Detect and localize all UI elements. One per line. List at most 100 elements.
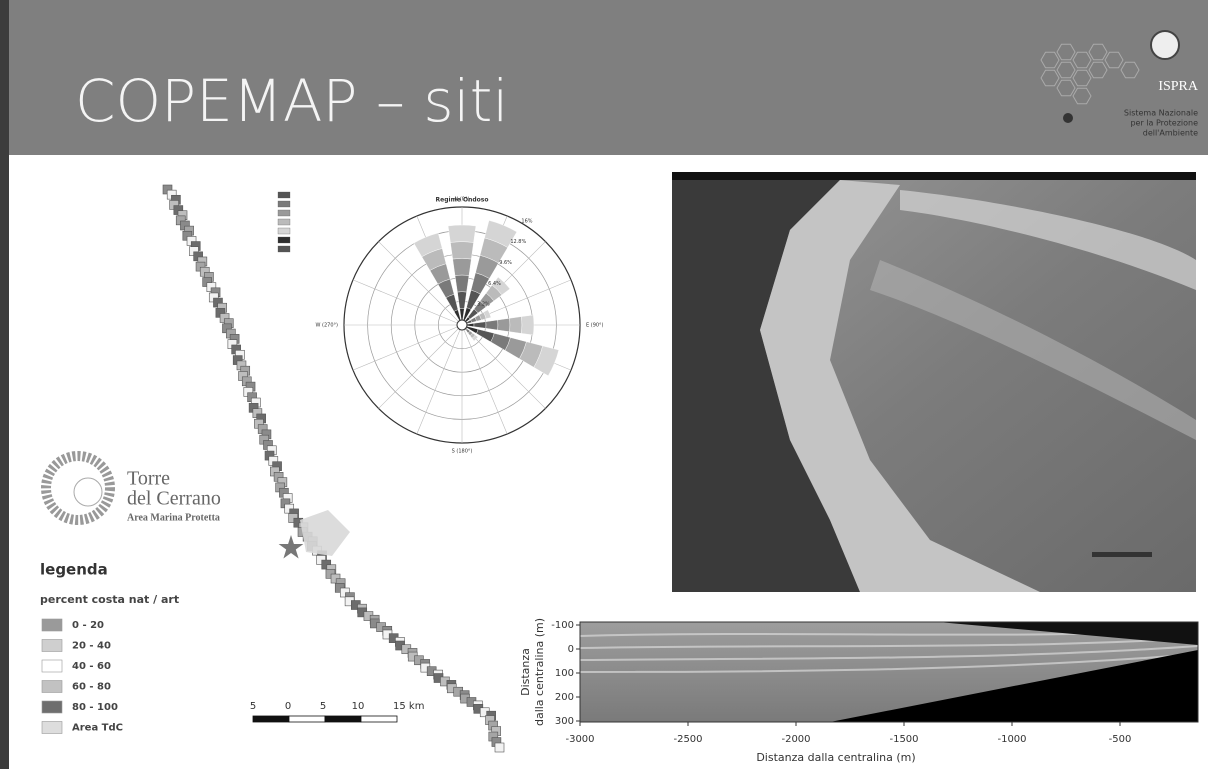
legend-swatch [41,680,63,693]
logo-line: per la Protezione [1130,119,1198,128]
rose-petal [521,314,535,336]
legend-label: 80 - 100 [72,702,118,713]
photo-beach [760,180,1040,592]
logo-hexagon [1104,51,1124,69]
tdc-logo-text: Torre [127,468,170,490]
rose-ring-label: 16% [521,218,532,224]
photo-boat [1092,552,1152,557]
rose-legend-swatch [277,236,291,244]
y-tick-label: 0 [568,644,574,655]
tdc-logo-text: Area Marina Protetta [127,512,220,523]
scale-label: 15 km [393,701,424,712]
y-tick-label: 300 [555,716,574,727]
rose-legend-swatch [277,200,291,208]
logo-hexagon [1072,87,1092,105]
rose-petal [509,316,523,334]
legend-swatch [41,659,63,673]
y-axis-label: Distanza [519,648,532,696]
profile-mask [938,622,1198,645]
profile-mask [830,650,1198,722]
logo-name: ISPRA [1158,79,1199,94]
scale-label: 10 [352,701,365,712]
logo-line: Sistema Nazionale [1124,109,1198,118]
rose-legend-swatch [277,227,291,235]
logo-emblem [1150,30,1180,60]
scale-label: 0 [285,701,291,712]
rose-direction: S (180°) [452,449,473,455]
x-tick-label: -500 [1109,734,1132,745]
site-star [278,535,304,559]
legend-swatch [41,639,63,652]
legend-label: Area TdC [72,723,123,734]
rose-direction: W (270°) [316,323,339,329]
x-tick-label: -2500 [673,734,702,745]
rose-petal [457,291,467,309]
x-tick-label: -1000 [997,734,1026,745]
photo-wave [870,260,1196,440]
legend-subtitle: percent costa nat / art [40,593,179,606]
tdc-logo-text: del Cerrano [127,488,221,510]
profile-frame [579,621,1199,723]
scale-label: 5 [250,701,256,712]
legend-label: 20 - 40 [72,641,111,652]
tdc-logo-mark [41,451,115,525]
rose-direction: N (0°) [455,197,470,203]
slide-title: COPEMAP – siti [75,67,509,135]
rose-ring-label: 12.8% [510,239,526,245]
rose-petal [473,321,487,329]
rose-legend-swatch [277,218,291,226]
scale-label: 5 [320,701,326,712]
header-band [0,0,1208,155]
photo-wave [900,190,1196,290]
profile-band [579,653,1199,673]
logo-hexagon [1040,51,1060,69]
logo-hexagon [1120,61,1140,79]
rose-petal [413,232,443,258]
rose-direction: E (90°) [586,323,604,329]
rose-spoke [378,324,463,409]
legend-title: legenda [40,561,108,579]
x-tick-label: -1500 [889,734,918,745]
x-tick-label: -2000 [781,734,810,745]
logo-hexagon [1072,69,1092,87]
legend-label: 40 - 60 [72,661,111,672]
area-tdc [300,510,350,556]
legend-swatch [41,700,63,714]
legend-label: 0 - 20 [72,620,104,631]
y-axis-label: dalla centralina (m) [533,618,546,726]
x-tick-label: -3000 [565,734,594,745]
scale-segment [288,715,326,723]
rose-petal [447,224,477,243]
rose-spoke [416,324,463,435]
logo-hexagon [1088,61,1108,79]
rose-ring-label: 3.2% [477,302,490,308]
scale-segment [252,715,290,723]
y-tick-label: -100 [551,620,574,631]
legend-swatch [41,721,63,734]
y-tick-label: 200 [555,692,574,703]
scale-segment [324,715,362,723]
rose-petal [491,276,511,296]
logo-hexagon [1072,51,1092,69]
left-border [0,0,9,769]
logo-hexagon [1040,69,1060,87]
rose-spoke [378,241,463,326]
rose-petal [485,319,499,331]
coast-cell [494,742,505,753]
y-tick-label: 100 [555,668,574,679]
photo-forest [672,180,860,592]
rose-petal [533,345,560,377]
rose-petal [484,220,518,248]
rose-center [456,319,468,331]
rose-petal [452,258,472,276]
logo-hexagon [1088,43,1108,61]
rose-spoke [352,279,463,326]
rose-legend-swatch [277,209,291,217]
rose-petal [471,334,479,342]
rose-legend-swatch [277,245,291,253]
logo-hexagon [1056,61,1076,79]
profile-band [579,645,1199,661]
rose-spoke [352,324,463,371]
